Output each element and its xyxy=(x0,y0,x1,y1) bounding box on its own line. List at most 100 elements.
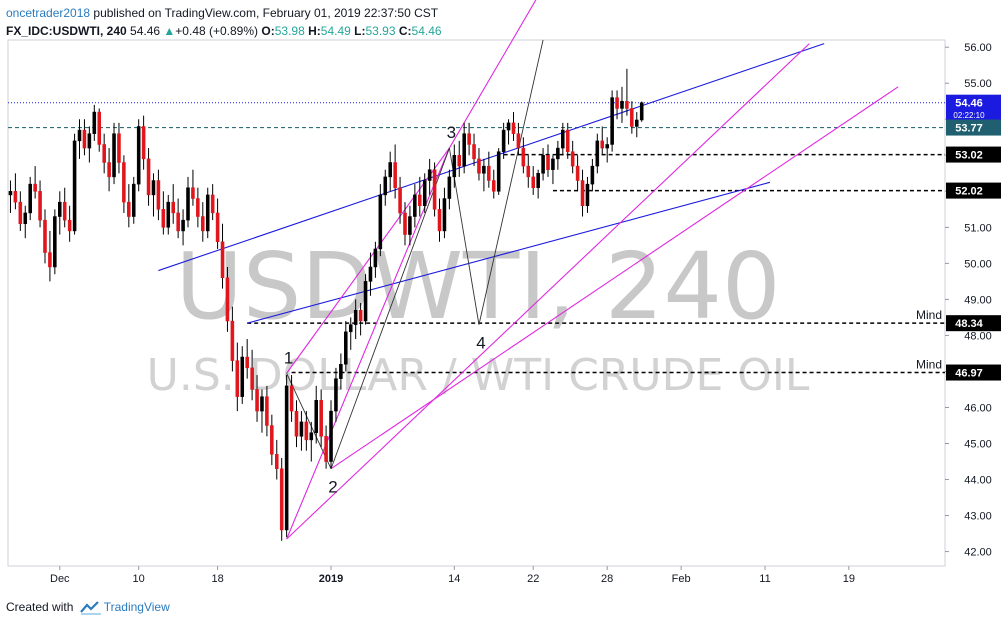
last-price: 54.46 xyxy=(130,24,161,38)
time-axis-label: 10 xyxy=(133,573,145,585)
candle-body xyxy=(279,468,284,531)
price-change: +0.48 (+0.89%) xyxy=(175,24,259,38)
time-axis[interactable]: Dec 10 18 2019 14 22 28 Feb 11 19 xyxy=(50,566,855,585)
candles[interactable] xyxy=(8,68,644,541)
publish-line: oncetrader2018 published on TradingView.… xyxy=(6,6,438,20)
candle-body xyxy=(122,162,126,203)
candle-body xyxy=(477,158,481,174)
price-axis-label: 55.00 xyxy=(964,78,992,90)
candle-body xyxy=(378,194,383,250)
time-axis-label: 18 xyxy=(211,573,223,585)
candle-body xyxy=(82,129,87,149)
candle-body xyxy=(265,396,269,426)
candle-body xyxy=(196,198,200,217)
candle-body xyxy=(205,194,210,232)
candle-body xyxy=(289,385,294,412)
candle-body xyxy=(274,454,279,469)
candle-body xyxy=(260,396,264,412)
close-label: C: xyxy=(398,24,412,38)
level-price-tag-text: 52.02 xyxy=(955,186,983,198)
price-axis-label: 51.00 xyxy=(964,222,992,234)
candle-body xyxy=(171,201,175,214)
footer: Created with TradingView xyxy=(6,600,170,622)
level-note: Mind xyxy=(916,358,942,372)
level-price-tag-bg xyxy=(946,146,1001,163)
candle-body xyxy=(270,425,274,455)
trend-line xyxy=(448,0,537,149)
candle-body xyxy=(250,367,254,390)
candle-body xyxy=(403,212,407,235)
author-link[interactable]: oncetrader2018 xyxy=(6,6,91,20)
candle-body xyxy=(240,356,245,397)
candle-body xyxy=(299,421,304,437)
candle-body xyxy=(639,102,644,121)
candle-body xyxy=(33,183,37,192)
candle-body xyxy=(141,126,146,160)
candle-body xyxy=(541,155,545,174)
trend-line xyxy=(286,373,332,469)
candle-body xyxy=(605,144,609,149)
level-price-tag-bg xyxy=(946,364,1001,381)
low-value: 53.93 xyxy=(365,24,396,38)
low-label: L: xyxy=(354,24,366,38)
candle-body xyxy=(561,129,565,149)
candle-body xyxy=(77,129,82,142)
candle-body xyxy=(319,400,323,437)
time-axis-label: 19 xyxy=(843,573,855,585)
open-label: O: xyxy=(261,24,275,38)
candle-body xyxy=(398,187,402,214)
candle-body xyxy=(353,309,358,325)
candle-body xyxy=(580,180,585,206)
countdown-tag-bg xyxy=(946,110,1001,121)
candle-body xyxy=(18,201,23,224)
candle-body xyxy=(565,129,570,152)
level-price-tag-text: 53.02 xyxy=(955,150,983,162)
candle-body xyxy=(393,162,397,188)
current-price-tag-text: 54.46 xyxy=(955,98,983,110)
candle-body xyxy=(146,158,151,196)
candle-body xyxy=(161,209,166,228)
candle-body xyxy=(413,194,417,217)
price-axis-label: 44.00 xyxy=(964,475,992,487)
candle-body xyxy=(556,147,560,160)
up-arrow-icon: ▲ xyxy=(163,24,176,38)
candle-body xyxy=(151,180,156,196)
close-value: 54.46 xyxy=(411,24,442,38)
candle-body xyxy=(447,176,452,199)
created-with-text: Created with xyxy=(6,600,74,614)
candle-body xyxy=(334,378,338,412)
candle-body xyxy=(496,151,501,192)
candle-body xyxy=(136,126,141,185)
wave-label: 1 xyxy=(284,348,293,367)
candle-body xyxy=(437,209,442,232)
candle-body xyxy=(358,309,363,322)
candle-body xyxy=(452,155,457,178)
candle-body xyxy=(225,277,230,322)
price-axis-label: 49.00 xyxy=(964,294,992,306)
candle-body xyxy=(255,389,259,412)
candle-body xyxy=(324,436,328,462)
trend-drawings[interactable] xyxy=(158,0,899,540)
candle-body xyxy=(62,201,67,221)
candle-body xyxy=(28,183,32,214)
level-price-tag-text: 48.34 xyxy=(955,318,983,330)
candle-body xyxy=(215,212,220,243)
candle-body xyxy=(230,320,235,361)
time-axis-label: Feb xyxy=(672,573,691,585)
candle-body xyxy=(570,151,575,167)
candle-body xyxy=(442,198,447,232)
candle-body xyxy=(575,165,580,181)
candle-body xyxy=(13,191,18,203)
candle-body xyxy=(506,122,511,131)
trend-line xyxy=(286,147,450,540)
price-axis-label: 48.00 xyxy=(964,330,992,342)
candle-body xyxy=(304,421,309,441)
candle-body xyxy=(595,140,600,167)
time-axis-label: 22 xyxy=(527,573,539,585)
time-axis-label: 2019 xyxy=(319,573,343,585)
tradingview-brand[interactable]: TradingView xyxy=(103,600,170,614)
candle-body xyxy=(521,147,526,167)
candle-body xyxy=(339,363,343,379)
